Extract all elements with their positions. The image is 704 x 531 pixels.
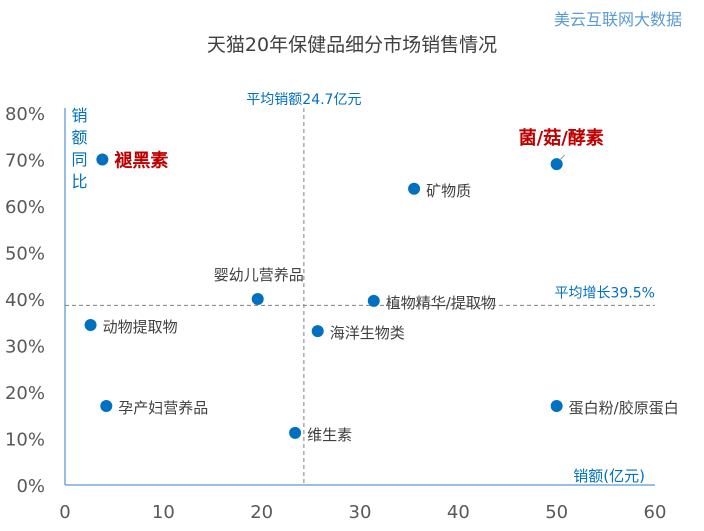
y-tick-label: 0% (16, 476, 45, 497)
data-label: 菌/菇/酵素 (519, 127, 604, 149)
y-tick-label: 30% (5, 337, 45, 358)
data-point (100, 399, 113, 412)
data-label: 维生素 (307, 426, 352, 444)
x-tick-label: 40 (447, 502, 470, 523)
watermark: 美云互联网大数据 (553, 10, 682, 29)
data-label: 婴幼儿营养品 (214, 266, 304, 284)
y-tick-label: 40% (5, 290, 45, 311)
y-tick-label: 50% (5, 244, 45, 265)
data-label: 蛋白粉/胶原蛋白 (569, 399, 679, 417)
data-point (550, 158, 563, 171)
data-point (367, 294, 380, 307)
data-label: 孕产妇营养品 (118, 399, 208, 417)
y-tick-label: 20% (5, 383, 45, 404)
y-tick-label: 60% (5, 197, 45, 218)
x-tick-label: 60 (644, 502, 667, 523)
avg-sales-label: 平均销额24.7亿元 (246, 92, 361, 108)
data-point (251, 293, 264, 305)
x-tick-label: 50 (545, 502, 568, 523)
data-point (550, 399, 563, 412)
y-tick-label: 70% (5, 151, 45, 172)
avg-growth-label: 平均增长39.5% (555, 285, 655, 301)
data-point (311, 325, 324, 338)
data-point (408, 182, 421, 195)
data-label: 海洋生物类 (330, 324, 405, 342)
data-label: 植物精华/提取物 (386, 294, 496, 312)
y-axis-label: 销额同比 (71, 106, 88, 191)
data-label: 动物提取物 (103, 318, 178, 336)
x-axis-label: 销额(亿元) (573, 467, 645, 485)
data-point (96, 153, 109, 166)
data-point (289, 426, 302, 439)
y-tick-label: 10% (5, 430, 45, 451)
data-label: 褪黑素 (114, 150, 168, 172)
y-tick-label: 80% (5, 104, 45, 125)
x-tick-label: 10 (152, 502, 175, 523)
data-label: 矿物质 (426, 182, 471, 200)
leader-line (559, 154, 566, 161)
x-tick-label: 30 (349, 502, 372, 523)
x-tick-label: 0 (59, 502, 70, 523)
x-tick-label: 20 (250, 502, 273, 523)
chart-title: 天猫20年保健品细分市场销售情况 (206, 34, 498, 56)
data-point (84, 319, 97, 332)
